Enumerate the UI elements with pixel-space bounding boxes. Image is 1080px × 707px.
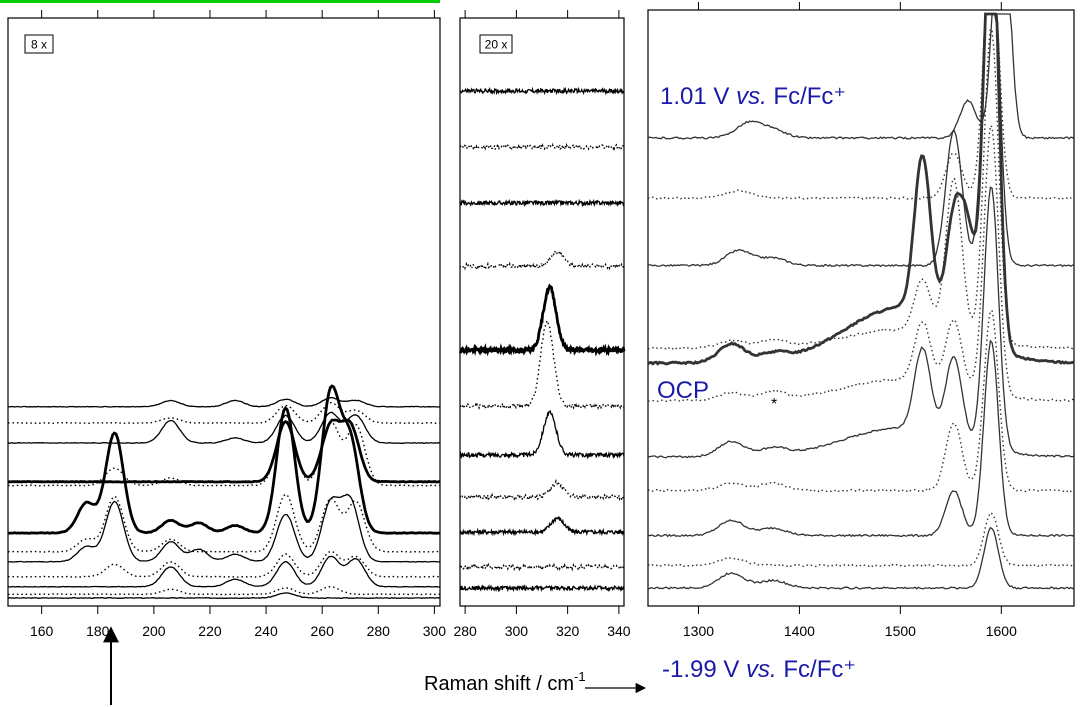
spectrum-trace-solid (7, 396, 441, 408)
star-marker: * (771, 396, 777, 413)
spectrum-trace-dotted (647, 511, 1075, 568)
x-tick-label: 1400 (784, 623, 815, 639)
x-tick-label: 300 (423, 623, 447, 639)
x-tick-label: 220 (198, 623, 222, 639)
spectrum-trace-dotted (7, 550, 441, 578)
spectrum-trace-bold (7, 418, 441, 484)
panel-low-frequency: 8 x 160 180 200 220 240 260 280 300 (7, 10, 446, 639)
x-tick-label: 280 (367, 623, 391, 639)
spectrum-trace-dotted (459, 562, 625, 572)
spectrum-trace-solid (647, 186, 1075, 459)
spectrum-trace-solid (459, 86, 625, 96)
spectrum-trace-solid (459, 198, 625, 208)
x-tick-label: 1600 (986, 623, 1017, 639)
x-tick-label: 320 (556, 623, 580, 639)
panel-mid-frequency: 20 x 280 300 320 340 (453, 10, 631, 639)
spectrum-trace-solid (647, 13, 1075, 140)
spectrum-trace-solid (647, 339, 1075, 538)
spectrum-trace-solid (647, 526, 1075, 590)
x-tick-label: 260 (311, 623, 335, 639)
spectrum-trace-dotted (7, 414, 441, 487)
x-tick-label: 300 (505, 623, 529, 639)
x-tick-label: 240 (254, 623, 278, 639)
panel-high-frequency: 1300 1400 1500 1600 (647, 2, 1075, 639)
spectrum-trace-bold (458, 283, 626, 357)
spectrum-trace-dotted (7, 493, 441, 553)
spectrum-trace-dotted (647, 310, 1075, 493)
spectrum-trace-dotted (8, 402, 441, 425)
spectrum-trace-bold (8, 384, 441, 535)
trace-group (647, 12, 1075, 590)
trace-group (7, 384, 441, 599)
spectrum-trace-solid (647, 13, 1075, 268)
spectrum-trace-bold (647, 12, 1075, 366)
spectrum-trace-solid (7, 493, 441, 563)
spectrum-trace-solid (7, 592, 441, 599)
spectrum-trace-dotted (459, 319, 625, 411)
x-tick-label: 340 (607, 623, 631, 639)
panel-frame (647, 9, 1075, 607)
tick-group: 280 300 320 340 (453, 10, 631, 639)
upper-potential-label: 1.01 V vs. Fc/Fc⁺ (660, 83, 846, 110)
trace-group (458, 86, 626, 593)
panel-frame (7, 17, 441, 607)
spectrum-trace-dotted (459, 142, 625, 152)
spectrum-trace-solid (459, 516, 625, 537)
x-tick-label: 160 (30, 623, 54, 639)
spectrum-trace-dotted (459, 248, 625, 271)
x-tick-label: 1300 (683, 623, 714, 639)
multiplier-box (24, 34, 54, 54)
lower-potential-label: -1.99 V vs. Fc/Fc⁺ (662, 656, 856, 683)
spectrum-trace-solid (7, 555, 441, 588)
x-tick-label: 280 (453, 623, 477, 639)
x-tick-label: 180 (86, 623, 110, 639)
multiplier-label: 20 x (485, 38, 508, 52)
x-tick-label: 1500 (885, 623, 916, 639)
multiplier-label: 8 x (31, 38, 47, 52)
spectrum-trace-dotted (7, 585, 441, 596)
tick-group: 160 180 200 220 240 260 280 300 (30, 10, 446, 639)
spectrum-trace-dotted (647, 27, 1075, 350)
spectrum-trace-solid (459, 583, 625, 593)
spectrum-trace-dotted (647, 124, 1075, 403)
panel-frame (459, 17, 625, 607)
tick-group: 1300 1400 1500 1600 (683, 2, 1017, 639)
spectrum-trace-dotted (459, 478, 625, 502)
ocp-label: OCP (657, 377, 709, 404)
x-tick-label: 200 (142, 623, 166, 639)
spectrum-trace-solid (7, 411, 441, 444)
multiplier-box (479, 34, 513, 54)
spectrum-trace-solid (459, 409, 625, 460)
x-axis-title: Raman shift / cm-1 (424, 669, 586, 695)
